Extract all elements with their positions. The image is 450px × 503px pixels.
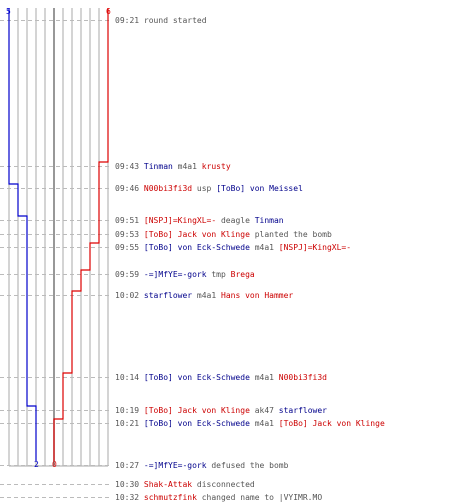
ct-alive-line [8, 8, 37, 461]
event-text: tmp [206, 270, 231, 279]
event-time: 10:19 [115, 406, 140, 415]
t-player-name: krusty [201, 162, 231, 171]
event-text: disconnected [192, 480, 255, 489]
ct-player-name: -=]MfYE=-gork [143, 270, 207, 279]
t-player-name: schmutzfink [143, 493, 197, 502]
event-text: m4a1 [172, 162, 202, 171]
ct-player-name: Tinman [143, 162, 173, 171]
ct-player-name: [ToBo] von Eck-Schwede [143, 419, 250, 428]
log-row: 10:27 -=]MfYE=-gork defused the bomb [115, 461, 288, 471]
ct-start-count: 5 [6, 7, 11, 16]
log-row: 09:51 [NSPJ]=KingXL=- deagle Tinman [115, 216, 284, 226]
log-row: 10:21 [ToBo] von Eck-Schwede m4a1 [ToBo]… [115, 419, 385, 429]
log-row: 10:19 [ToBo] Jack von Klinge ak47 starfl… [115, 406, 327, 416]
ct-player-name: starflower [278, 406, 327, 415]
log-row: 09:21 round started [115, 16, 207, 26]
log-row: 09:59 -=]MfYE=-gork tmp Brega [115, 270, 255, 280]
event-text: m4a1 [192, 291, 221, 300]
event-time: 10:14 [115, 373, 140, 382]
ct-player-name: Tinman [254, 216, 284, 225]
event-text: planted the bomb [249, 230, 332, 239]
t-player-name: [NSPJ]=KingXL=- [278, 243, 352, 252]
event-text: changed name to |VYIMR.MO [196, 493, 323, 502]
t-player-name: Shak-Attak [143, 480, 193, 489]
event-time: 09:53 [115, 230, 140, 239]
t-player-name: N00bi3fi3d [143, 184, 193, 193]
event-time: 10:30 [115, 480, 140, 489]
event-time: 09:55 [115, 243, 140, 252]
log-row: 09:46 N00bi3fi3d usp [ToBo] von Meissel [115, 184, 303, 194]
ct-player-name: [ToBo] von Eck-Schwede [143, 243, 250, 252]
event-text: m4a1 [249, 419, 279, 428]
alive-count-chart [0, 8, 112, 498]
t-player-name: N00bi3fi3d [278, 373, 327, 382]
log-row: 09:43 Tinman m4a1 krusty [115, 162, 231, 172]
event-text: round started [143, 16, 207, 25]
t-player-name: [NSPJ]=KingXL=- [143, 216, 217, 225]
event-text: m4a1 [249, 243, 279, 252]
event-text: ak47 [249, 406, 279, 415]
ct-player-name: starflower [143, 291, 193, 300]
event-text: m4a1 [249, 373, 279, 382]
t-player-name: [ToBo] Jack von Klinge [143, 230, 250, 239]
t-start-count: 6 [106, 7, 111, 16]
event-text: usp [192, 184, 217, 193]
event-time: 10:21 [115, 419, 140, 428]
t-player-name: Brega [230, 270, 255, 279]
event-time: 09:51 [115, 216, 140, 225]
t-player-name: [ToBo] Jack von Klinge [143, 406, 250, 415]
log-row: 10:32 schmutzfink changed name to |VYIMR… [115, 493, 322, 503]
t-alive-line [53, 8, 109, 461]
event-time: 10:27 [115, 461, 140, 470]
ct-player-name: [ToBo] von Meissel [216, 184, 303, 193]
event-time: 10:32 [115, 493, 140, 502]
event-text: deagle [216, 216, 255, 225]
event-text: defused the bomb [206, 461, 289, 470]
log-row: 09:55 [ToBo] von Eck-Schwede m4a1 [NSPJ]… [115, 243, 351, 253]
log-row: 10:14 [ToBo] von Eck-Schwede m4a1 N00bi3… [115, 373, 327, 383]
event-time: 09:46 [115, 184, 140, 193]
t-end-count: 0 [52, 460, 57, 469]
event-time: 09:43 [115, 162, 140, 171]
log-row: 10:30 Shak-Attak disconnected [115, 480, 255, 490]
ct-player-name: [ToBo] von Eck-Schwede [143, 373, 250, 382]
event-time: 09:21 [115, 16, 140, 25]
log-row: 10:02 starflower m4a1 Hans von Hammer [115, 291, 293, 301]
log-row: 09:53 [ToBo] Jack von Klinge planted the… [115, 230, 332, 240]
t-player-name: Hans von Hammer [221, 291, 294, 300]
ct-end-count: 2 [34, 460, 39, 469]
ct-player-name: -=]MfYE=-gork [143, 461, 207, 470]
event-time: 09:59 [115, 270, 140, 279]
t-player-name: [ToBo] Jack von Klinge [278, 419, 385, 428]
event-time: 10:02 [115, 291, 140, 300]
